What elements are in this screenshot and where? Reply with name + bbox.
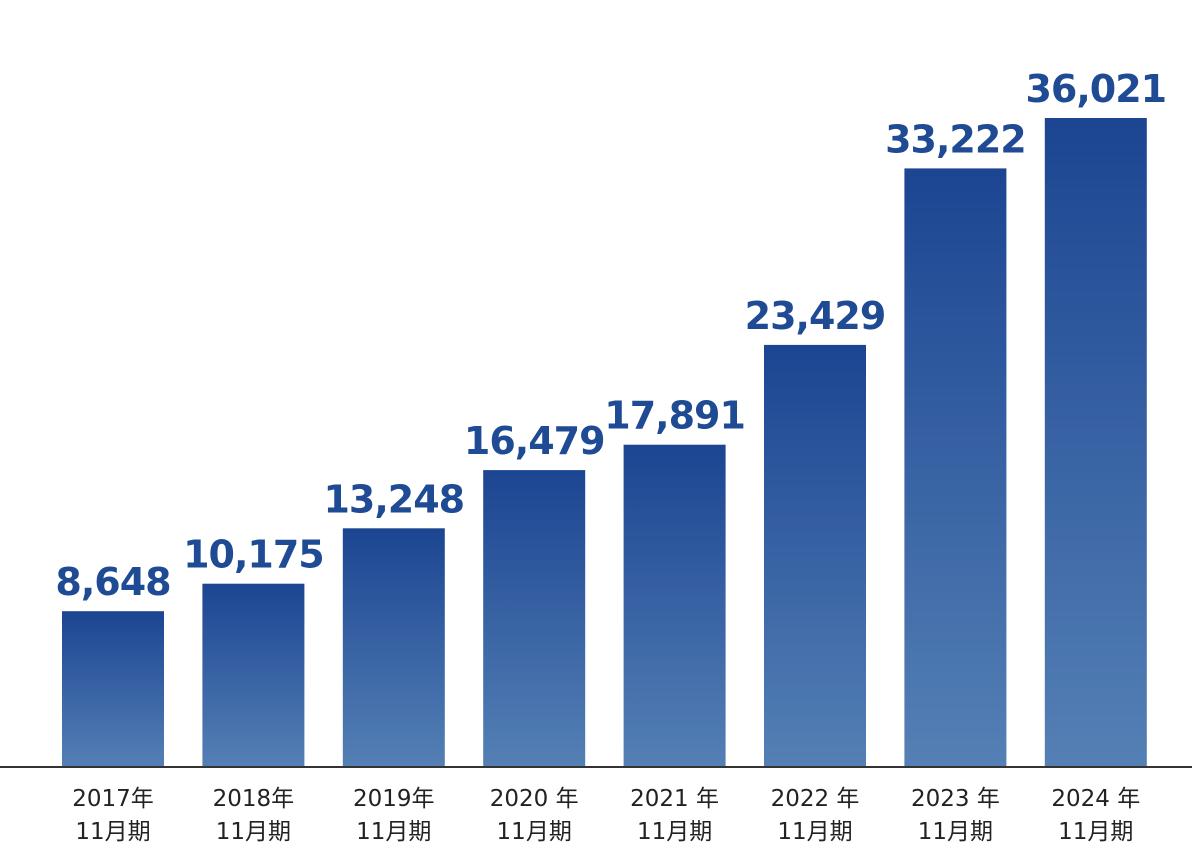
tick-label-year-7: 2024 年 — [1051, 786, 1140, 812]
tick-label-year-3: 2020 年 — [490, 786, 579, 812]
value-label-2: 13,248 — [323, 477, 464, 521]
bar-1 — [202, 583, 305, 767]
bar-2 — [342, 528, 445, 767]
bar-0 — [62, 611, 164, 767]
tick-labels-group: 2017年 11月期 2018年 11月期 2019年 11月期 2020 年 11月期 202… — [72, 786, 1140, 845]
tick-label-year-5: 2022 年 — [771, 786, 860, 812]
bar-7 — [1044, 118, 1147, 767]
tick-label-period-1: 11月期 — [216, 819, 291, 845]
bars-group — [62, 118, 1147, 767]
tick-label-period-7: 11月期 — [1058, 819, 1133, 845]
bar-4 — [623, 444, 726, 767]
value-label-3: 16,479 — [464, 419, 605, 463]
bar-5 — [764, 344, 866, 767]
value-label-1: 10,175 — [183, 533, 324, 577]
tick-label-period-3: 11月期 — [497, 819, 572, 845]
value-label-7: 36,021 — [1025, 67, 1166, 111]
tick-label-year-2: 2019年 — [353, 786, 435, 812]
tick-label-year-6: 2023 年 — [911, 786, 1000, 812]
tick-label-period-4: 11月期 — [637, 819, 712, 845]
tick-label-year-0: 2017年 — [72, 786, 154, 812]
value-label-5: 23,429 — [745, 294, 886, 338]
tick-label-period-6: 11月期 — [918, 819, 993, 845]
bar-6 — [904, 168, 1007, 767]
bar-3 — [483, 470, 586, 767]
value-label-6: 33,222 — [885, 117, 1026, 161]
tick-label-period-5: 11月期 — [777, 819, 852, 845]
value-label-4: 17,891 — [604, 394, 745, 438]
tick-label-period-2: 11月期 — [356, 819, 431, 845]
tick-label-year-1: 2018年 — [213, 786, 295, 812]
tick-label-period-0: 11月期 — [75, 819, 150, 845]
tick-label-year-4: 2021 年 — [630, 786, 719, 812]
value-label-0: 8,648 — [55, 560, 170, 604]
